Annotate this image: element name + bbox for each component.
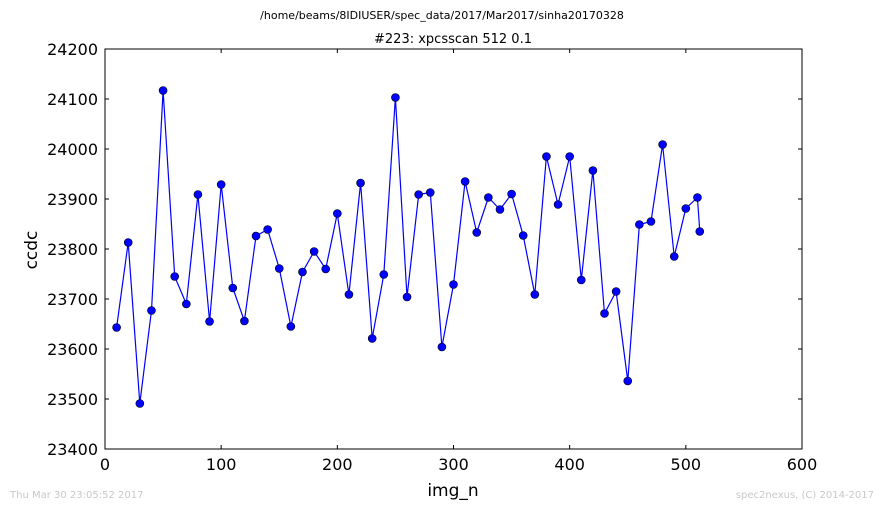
data-point	[286, 322, 296, 331]
data-point	[472, 228, 482, 237]
data-point	[484, 193, 493, 202]
data-point	[611, 287, 621, 296]
plot-area: 0 100 200 300 400 500 600 23400 23500 23600 23700 2…	[47, 40, 817, 474]
data-point	[588, 166, 598, 175]
data-point	[182, 299, 191, 309]
data-point	[530, 290, 540, 299]
data-point	[274, 264, 284, 273]
y-tick-label: 23400	[47, 440, 98, 459]
y-tick-label: 23600	[47, 340, 98, 359]
data-point	[193, 190, 203, 199]
x-tick-label: 100	[206, 455, 237, 474]
data-point	[147, 306, 156, 315]
chart-title: #223: xpcsscan 512 0.1	[374, 32, 532, 47]
data-point	[695, 227, 705, 236]
data-point	[681, 204, 691, 213]
data-point	[123, 238, 133, 247]
y-axis-label: ccdc	[22, 231, 42, 270]
y-tick-label: 24000	[47, 140, 98, 159]
x-tick-label: 300	[438, 455, 469, 474]
data-point	[449, 280, 458, 289]
footer-timestamp: Thu Mar 30 23:05:52 2017	[9, 490, 143, 501]
data-point	[240, 316, 249, 326]
data-point	[309, 247, 319, 256]
data-point	[635, 220, 644, 229]
x-tick-label: 200	[322, 455, 353, 474]
data-point	[158, 86, 168, 95]
data-point	[112, 323, 121, 332]
data-point	[658, 140, 667, 149]
data-point	[379, 270, 389, 279]
y-tick-label: 23500	[47, 390, 98, 409]
data-point	[507, 189, 516, 199]
data-point	[518, 231, 528, 240]
data-point	[391, 93, 400, 102]
data-point	[576, 275, 586, 285]
series-line	[116, 90, 701, 404]
data-point	[553, 200, 563, 209]
data-point	[216, 180, 226, 189]
data-point	[356, 178, 365, 188]
data-point	[623, 376, 633, 386]
data-point	[693, 193, 702, 202]
plot-frame	[104, 48, 803, 450]
data-point	[205, 317, 214, 326]
data-point	[251, 231, 261, 241]
data-point	[460, 177, 470, 186]
chart-suptitle: /home/beams/8IDIUSER/spec_data/2017/Mar2…	[260, 9, 624, 22]
data-point	[321, 264, 331, 274]
data-point	[495, 205, 505, 214]
y-tick-label: 24200	[47, 40, 98, 59]
data-point	[565, 152, 574, 161]
data-point	[333, 209, 342, 218]
x-axis-label: img_n	[427, 481, 478, 501]
data-point	[135, 399, 145, 408]
data-point	[414, 190, 423, 199]
data-point	[263, 225, 272, 234]
x-tick-label: 500	[671, 455, 702, 474]
data-point	[669, 252, 679, 261]
y-tick-label: 23800	[47, 240, 98, 259]
data-point	[298, 267, 307, 277]
data-point	[344, 290, 354, 299]
y-tick-label: 23700	[47, 290, 98, 309]
footer-credit: spec2nexus, (C) 2014-2017	[736, 490, 874, 501]
data-point	[367, 334, 377, 343]
data-point	[600, 309, 609, 318]
y-tick-label: 23900	[47, 190, 98, 209]
data-point	[170, 272, 179, 281]
x-tick-label: 600	[787, 455, 818, 474]
data-point	[228, 283, 238, 293]
data-point	[542, 152, 551, 161]
data-point	[425, 188, 435, 197]
x-tick-label: 0	[100, 455, 110, 474]
data-point	[402, 292, 412, 302]
y-tick-label: 24100	[47, 90, 98, 109]
data-point	[437, 342, 447, 352]
x-tick-label: 400	[554, 455, 585, 474]
data-point	[646, 217, 656, 226]
